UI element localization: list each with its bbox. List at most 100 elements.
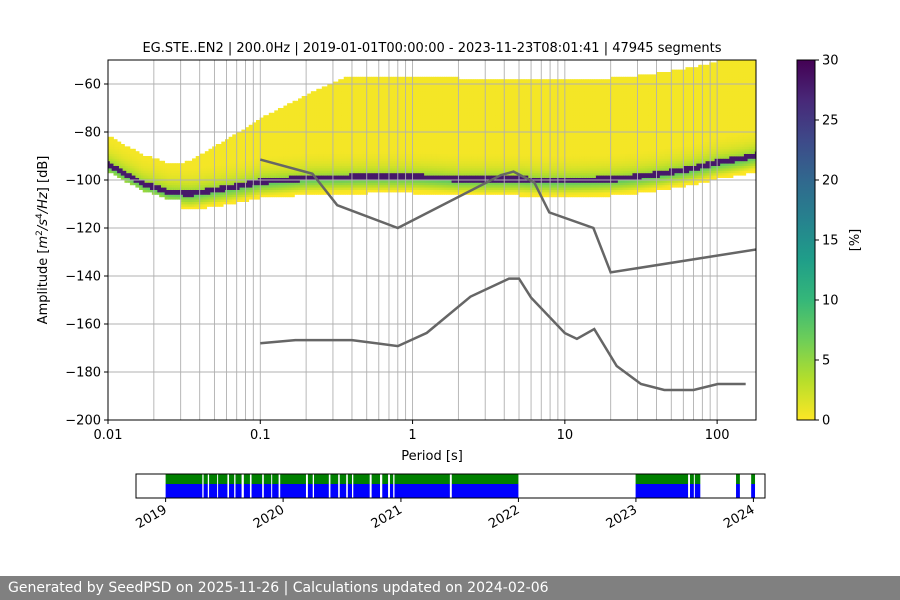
heatmap-cell: [237, 160, 240, 164]
heatmap-cell: [142, 165, 145, 169]
heatmap-cell: [250, 180, 253, 183]
heatmap-cell: [223, 201, 226, 205]
heatmap-cell: [274, 192, 277, 195]
heatmap-cell: [274, 110, 277, 114]
heatmap-cell: [318, 148, 321, 152]
heatmap-cell: [347, 115, 350, 118]
heatmap-cell: [239, 187, 242, 190]
heatmap-cell: [314, 189, 317, 193]
heatmap-cell: [261, 117, 264, 121]
heatmap-cell: [215, 192, 219, 195]
heatmap-cell: [199, 160, 202, 164]
heatmap-cell: [272, 182, 275, 186]
heatmap-cell: [277, 120, 281, 123]
heatmap-cell: [303, 160, 306, 164]
heatmap-cell: [369, 182, 372, 186]
heatmap-cell: [362, 127, 365, 130]
heatmap-cell: [128, 146, 131, 150]
heatmap-cell: [303, 134, 306, 138]
heatmap-cell: [199, 196, 202, 200]
heatmap-cell: [327, 134, 330, 138]
heatmap-cell: [287, 141, 290, 145]
heatmap-cell: [352, 158, 356, 162]
heatmap-cell: [307, 192, 310, 195]
heatmap-cell: [237, 136, 240, 140]
heatmap-cell: [193, 194, 197, 198]
heatmap-cell: [292, 100, 295, 104]
heatmap-cell: [334, 98, 337, 102]
heatmap-cell: [332, 165, 335, 169]
heatmap-cell: [221, 153, 224, 157]
heatmap-cell: [140, 180, 144, 183]
heatmap-cell: [277, 124, 281, 128]
heatmap-cell: [277, 153, 281, 157]
heatmap-cell: [303, 156, 306, 159]
heatmap-cell: [329, 187, 332, 190]
heatmap-cell: [230, 194, 233, 198]
heatmap-cell: [336, 160, 339, 164]
heatmap-cell: [283, 180, 286, 183]
heatmap-cell: [246, 170, 250, 174]
heatmap-cell: [192, 165, 195, 169]
heatmap-cell: [215, 175, 219, 178]
heatmap-cell: [323, 86, 326, 90]
heatmap-cell: [323, 100, 326, 104]
heatmap-cell: [177, 175, 180, 178]
heatmap-cell: [140, 170, 144, 174]
heatmap-cell: [338, 129, 341, 133]
heatmap-cell: [193, 184, 197, 188]
heatmap-cell: [290, 194, 293, 198]
heatmap-cell: [230, 182, 233, 186]
heatmap-cell: [307, 93, 310, 97]
heatmap-cell: [290, 122, 293, 126]
heatmap-cell: [340, 120, 343, 123]
heatmap-cell: [223, 165, 226, 169]
heatmap-cell: [256, 168, 259, 171]
heatmap-cell: [217, 192, 220, 195]
heatmap-cell: [298, 136, 301, 140]
heatmap-cell: [367, 134, 370, 138]
heatmap-cell: [175, 182, 178, 186]
heatmap-cell: [332, 115, 335, 118]
heatmap-cell: [175, 192, 178, 195]
heatmap-cell: [343, 180, 346, 183]
heatmap-cell: [111, 144, 114, 147]
heatmap-cell: [272, 151, 275, 154]
heatmap-cell: [318, 170, 321, 174]
heatmap-cell: [228, 163, 231, 166]
heatmap-cell: [341, 139, 345, 142]
heatmap-cell: [246, 151, 250, 154]
heatmap-cell: [343, 182, 346, 186]
heatmap-cell: [345, 172, 348, 176]
heatmap-cell: [329, 112, 332, 116]
heatmap-cell: [243, 187, 246, 190]
heatmap-cell: [323, 132, 326, 135]
heatmap-cell: [303, 148, 306, 152]
heatmap-cell: [243, 151, 246, 154]
heatmap-cell: [332, 122, 335, 126]
heatmap-cell: [301, 165, 304, 169]
heatmap-cell: [343, 165, 346, 169]
heatmap-cell: [345, 91, 348, 94]
heatmap-cell: [334, 148, 337, 152]
heatmap-cell: [263, 153, 266, 157]
heatmap-cell: [323, 139, 326, 142]
heatmap-cell: [265, 151, 268, 154]
heatmap-cell: [223, 168, 226, 171]
heatmap-cell: [336, 187, 339, 190]
heatmap-cell: [113, 146, 116, 150]
heatmap-cell: [228, 187, 231, 190]
heatmap-cell: [277, 129, 281, 133]
heatmap-cell: [318, 103, 321, 106]
heatmap-cell: [239, 139, 242, 142]
heatmap-cell: [234, 134, 237, 138]
heatmap-cell: [108, 163, 111, 166]
heatmap-cell: [263, 160, 266, 164]
heatmap-cell: [330, 136, 334, 140]
heatmap-cell: [341, 132, 345, 135]
heatmap-cell: [250, 156, 253, 159]
heatmap-cell: [290, 146, 293, 150]
heatmap-cell: [369, 105, 372, 109]
heatmap-cell: [349, 144, 352, 147]
heatmap-cell: [314, 182, 317, 186]
